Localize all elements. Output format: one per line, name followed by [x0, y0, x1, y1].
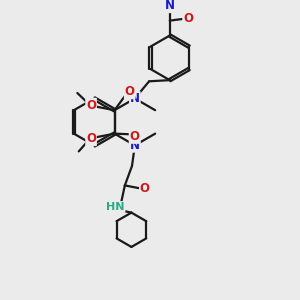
Text: O: O	[86, 132, 96, 145]
Text: N: N	[165, 0, 175, 12]
Text: O: O	[86, 98, 96, 112]
Text: N: N	[130, 92, 140, 105]
Text: O: O	[130, 130, 140, 143]
Text: O: O	[140, 182, 150, 195]
Text: N: N	[130, 139, 140, 152]
Text: O: O	[183, 12, 193, 26]
Text: O: O	[125, 85, 135, 98]
Text: HN: HN	[106, 202, 124, 212]
